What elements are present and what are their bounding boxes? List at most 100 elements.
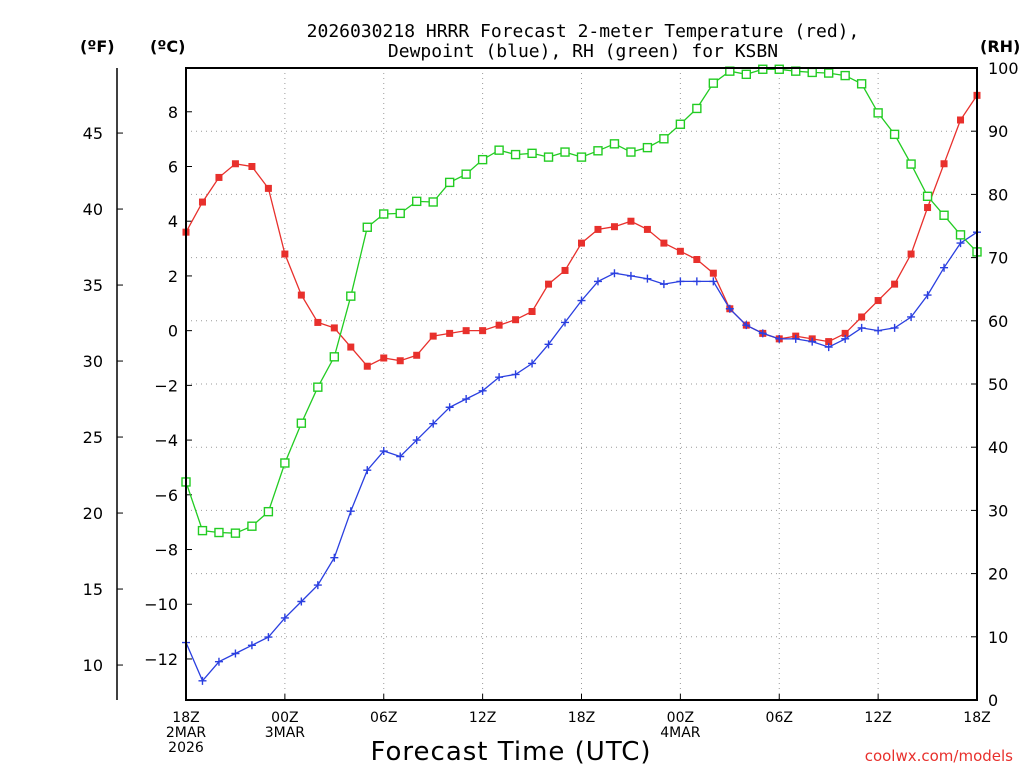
- x-tick-label: 00Z: [271, 710, 298, 726]
- dewpoint-series: [182, 228, 981, 685]
- rh-tick-label: 90: [988, 122, 1008, 141]
- temperature-point: [231, 160, 239, 168]
- temperature-point: [512, 316, 520, 324]
- rh-tick-label: 0: [988, 691, 998, 710]
- dewpoint-point: [264, 633, 273, 642]
- data-series: [181, 64, 982, 685]
- temperature-point: [347, 343, 355, 351]
- rh-tick-label: 80: [988, 185, 1008, 204]
- rh-point: [626, 147, 636, 157]
- dewpoint-point: [956, 239, 965, 248]
- temperature-point: [495, 321, 503, 329]
- celsius-tick-label: −6: [154, 486, 178, 505]
- temperature-point: [528, 307, 536, 315]
- temperature-point: [330, 324, 338, 332]
- rh-point: [741, 69, 751, 80]
- dewpoint-point: [462, 395, 471, 404]
- dewpoint-point: [495, 373, 504, 382]
- temperature-point: [479, 327, 487, 335]
- x-tick-label: 18Z: [568, 710, 595, 726]
- rh-point: [494, 145, 504, 155]
- x-tick-label: 12Z: [864, 710, 891, 726]
- rh-point: [807, 67, 817, 78]
- dewpoint-point: [412, 436, 421, 445]
- rh-point: [428, 197, 438, 207]
- dewpoint-point: [923, 291, 932, 300]
- dewpoint-point: [940, 263, 949, 272]
- rh-point: [461, 169, 471, 179]
- rh-tick-label: 30: [988, 501, 1008, 520]
- rh-point: [576, 152, 587, 162]
- rh-point: [955, 230, 966, 240]
- x-tick-label: 4MAR: [660, 725, 701, 741]
- temperature-point: [413, 351, 421, 359]
- x-tick-label: 2MAR: [166, 725, 207, 741]
- temperature-point: [660, 239, 668, 247]
- rh-point: [346, 291, 356, 301]
- x-tick-label: 12Z: [469, 710, 496, 726]
- celsius-tick-label: −12: [144, 650, 178, 669]
- x-axis-label: Forecast Time (UTC): [370, 737, 651, 767]
- fahrenheit-tick-label: 15: [83, 580, 103, 599]
- rh-point: [873, 108, 883, 118]
- celsius-tick-label: −10: [144, 595, 178, 614]
- dewpoint-point: [544, 340, 553, 349]
- fahrenheit-tick-label: 30: [83, 352, 103, 371]
- celsius-tick-label: −8: [154, 541, 178, 560]
- dewpoint-point: [297, 597, 306, 606]
- plot-frame: [185, 67, 978, 701]
- x-tick-label: 00Z: [667, 710, 694, 726]
- dewpoint-point: [198, 676, 207, 685]
- rh-point: [444, 177, 455, 188]
- dewpoint-point: [676, 277, 685, 286]
- dewpoint-point: [610, 269, 619, 278]
- temperature-point: [907, 250, 915, 258]
- x-tick-label: 06Z: [766, 710, 793, 726]
- temperature-point: [594, 225, 602, 233]
- rh-point: [774, 64, 784, 74]
- fahrenheit-tick-label: 45: [83, 124, 103, 143]
- temperature-point: [264, 184, 272, 192]
- rh-point: [247, 521, 257, 531]
- chart-title-line1: 2026030218 HRRR Forecast 2-meter Tempera…: [307, 21, 860, 42]
- dewpoint-point: [824, 343, 833, 352]
- dewpoint-point: [758, 329, 767, 338]
- dewpoint-point: [528, 359, 537, 368]
- dewpoint-point: [396, 452, 405, 461]
- rh-point: [922, 191, 933, 201]
- rh-point: [477, 154, 488, 165]
- temperature-point: [380, 354, 388, 362]
- celsius-unit-label: (ºC): [150, 37, 185, 56]
- celsius-tick-label: 6: [168, 157, 178, 176]
- rh-point: [840, 70, 850, 81]
- rh-tick-label: 100: [988, 59, 1019, 78]
- rh-point: [889, 129, 900, 140]
- dewpoint-point: [874, 326, 883, 335]
- dewpoint-point: [791, 334, 800, 343]
- dewpoint-point: [577, 296, 586, 305]
- temperature-point: [825, 338, 833, 346]
- dewpoint-point: [478, 386, 487, 395]
- rh-point: [362, 222, 372, 232]
- rh-point: [692, 103, 702, 114]
- rh-point: [543, 152, 554, 162]
- rh-point: [856, 79, 867, 89]
- temperature-line: [185, 95, 978, 368]
- rh-point: [263, 506, 274, 517]
- rh-tick-label: 20: [988, 565, 1008, 584]
- dewpoint-point: [214, 657, 223, 666]
- rh-point: [280, 458, 290, 468]
- dewpoint-point: [330, 553, 339, 562]
- rh-point: [758, 64, 768, 74]
- temperature-point: [545, 280, 553, 288]
- temperature-point: [281, 250, 289, 258]
- dewpoint-point: [561, 318, 570, 327]
- x-tick-label: 2026: [168, 740, 204, 756]
- temperature-point: [627, 217, 635, 225]
- fahrenheit-tick-label: 35: [83, 276, 103, 295]
- x-tick-label: 06Z: [370, 710, 397, 726]
- rh-tick-label: 70: [988, 249, 1008, 268]
- celsius-tick-label: −4: [154, 431, 178, 450]
